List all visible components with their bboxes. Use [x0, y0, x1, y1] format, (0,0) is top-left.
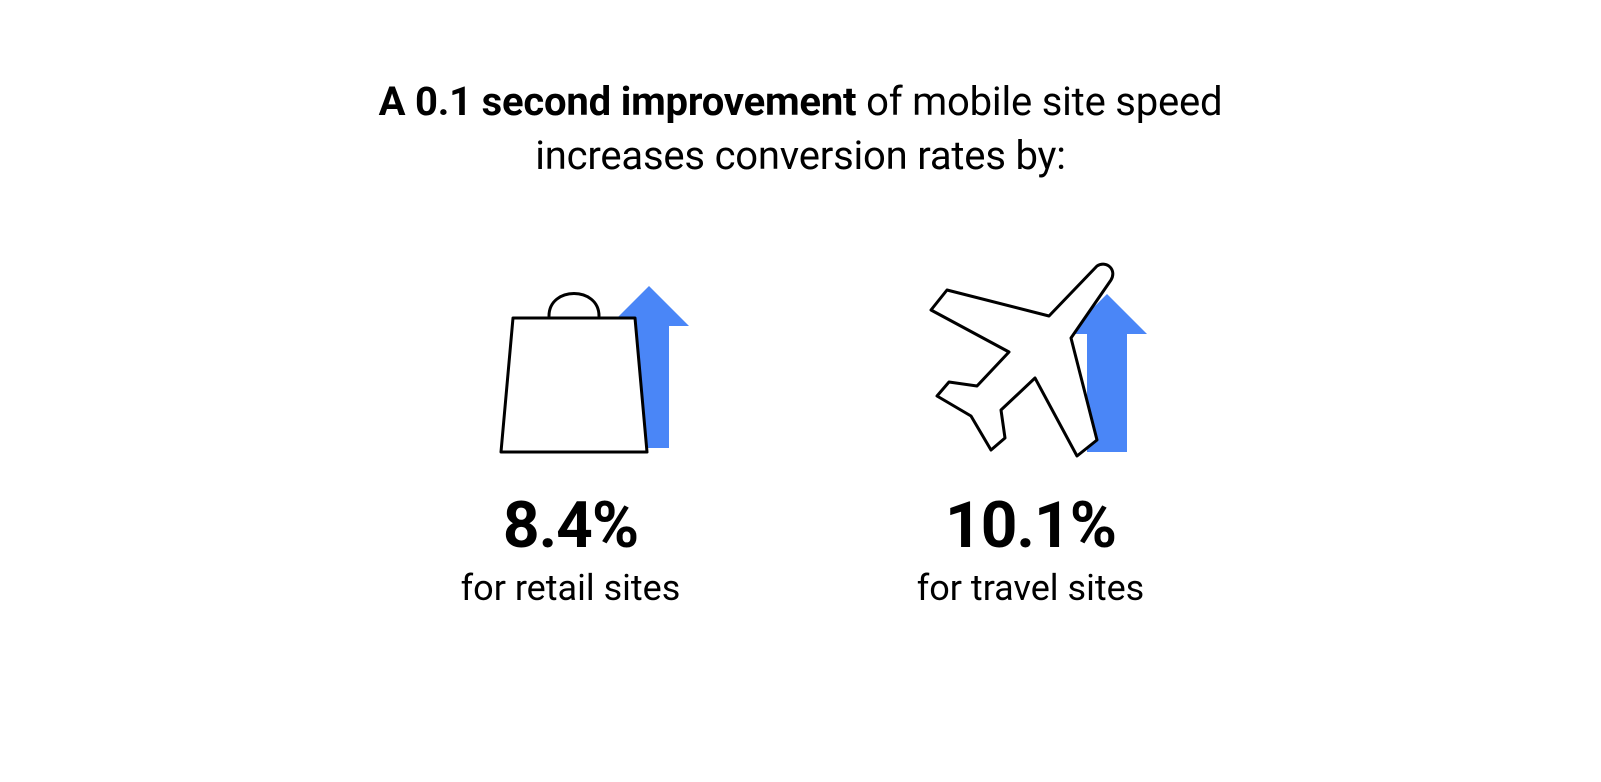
retail-stat-value: 8.4%	[503, 488, 638, 563]
airplane-icon	[901, 238, 1161, 478]
shopping-bag-icon	[441, 238, 701, 478]
retail-stat-label: for retail sites	[461, 567, 681, 609]
travel-icon-box	[901, 238, 1161, 478]
travel-stat-label: for travel sites	[917, 567, 1145, 609]
headline-bold: A 0.1 second improvement	[379, 78, 857, 125]
headline-rest-line1: of mobile site speed	[856, 78, 1222, 125]
infographic-container: A 0.1 second improvement of mobile site …	[0, 0, 1601, 782]
headline-line2: increases conversion rates by:	[535, 132, 1066, 179]
headline: A 0.1 second improvement of mobile site …	[379, 75, 1223, 183]
stats-row: 8.4% for retail sites 10.1% for travel s…	[401, 238, 1201, 609]
stat-travel: 10.1% for travel sites	[861, 238, 1201, 609]
travel-stat-value: 10.1%	[945, 488, 1116, 563]
retail-icon-box	[441, 238, 701, 478]
stat-retail: 8.4% for retail sites	[401, 238, 741, 609]
